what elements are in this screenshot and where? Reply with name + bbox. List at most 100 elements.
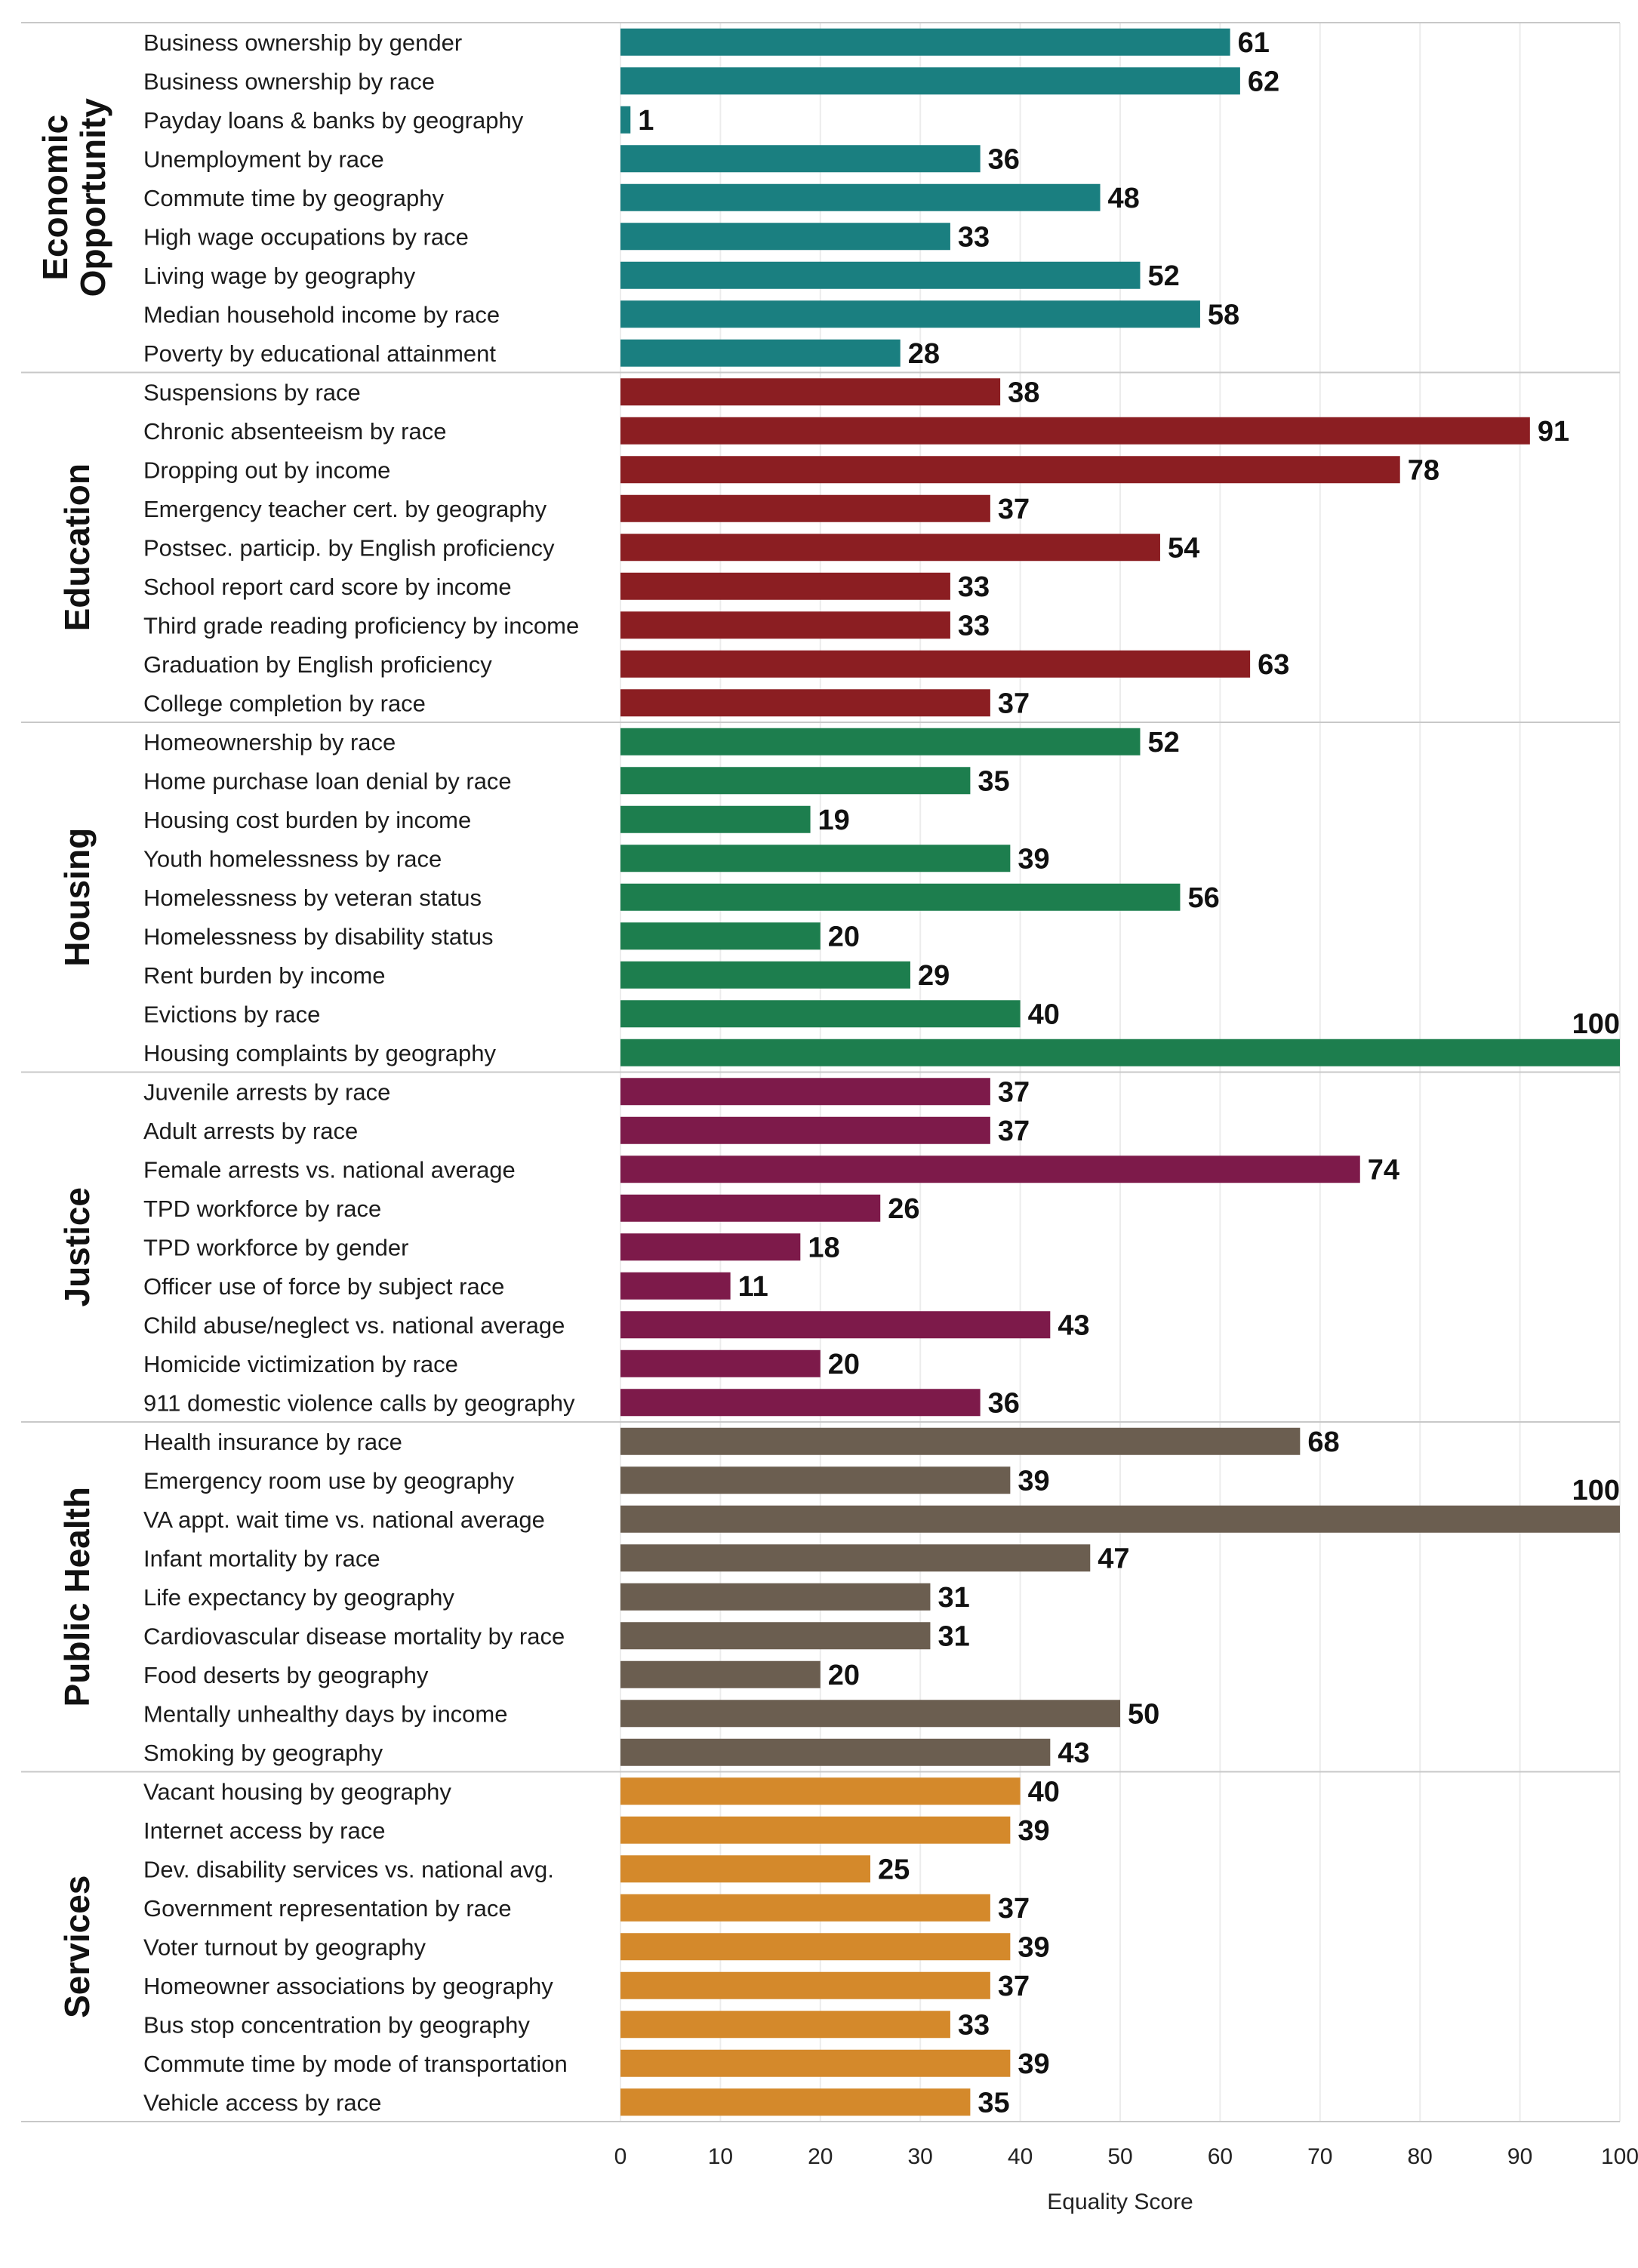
value-label-officer-use-of-force-by-subject-race: 11 (738, 1271, 768, 1303)
value-label-poverty-by-educational-attainment: 28 (908, 338, 940, 370)
value-label-living-wage-by-geography: 52 (1147, 260, 1179, 292)
bar-unemployment-by-race (620, 145, 981, 173)
value-label-dropping-out-by-income: 78 (1408, 454, 1439, 486)
bar-college-completion-by-race (620, 689, 990, 717)
group-title-education: Education (57, 463, 97, 631)
bar-chronic-absenteeism-by-race (620, 417, 1530, 445)
value-label-tpd-workforce-by-race: 26 (888, 1193, 919, 1225)
bar-label-housing-cost-burden-by-income: Housing cost burden by income (143, 807, 471, 833)
value-label-mentally-unhealthy-days-by-income: 50 (1128, 1698, 1159, 1730)
bar-label-unemployment-by-race: Unemployment by race (143, 146, 384, 172)
value-label-homeownership-by-race: 52 (1147, 727, 1179, 759)
bar-label-housing-complaints-by-geography: Housing complaints by geography (143, 1040, 496, 1066)
bar-label-emergency-teacher-cert-by-geography: Emergency teacher cert. by geography (143, 496, 547, 522)
value-label-payday-loans-banks-by-geography: 1 (638, 105, 654, 137)
value-label-voter-turnout-by-geography: 39 (1018, 1931, 1049, 1963)
bar-emergency-teacher-cert-by-geography (620, 494, 990, 522)
bar-home-purchase-loan-denial-by-race (620, 767, 971, 795)
value-label-business-ownership-by-race: 62 (1248, 66, 1279, 97)
x-tick-label-20: 20 (808, 2144, 833, 2169)
value-label-home-purchase-loan-denial-by-race: 35 (978, 765, 1009, 797)
group-title-economic-opportunity-line1: Economic (35, 115, 75, 281)
bar-label-internet-access-by-race: Internet access by race (143, 1817, 386, 1844)
value-label-commute-time-by-geography: 48 (1108, 183, 1140, 214)
value-label-high-wage-occupations-by-race: 33 (958, 221, 990, 253)
bar-label-health-insurance-by-race: Health insurance by race (143, 1429, 402, 1455)
group-title-public-health: Public Health (57, 1487, 97, 1706)
bar-homeownership-by-race (620, 728, 1141, 755)
bar-tpd-workforce-by-gender (620, 1233, 801, 1261)
bar-label-government-representation-by-race: Government representation by race (143, 1895, 512, 1922)
bar-government-representation-by-race (620, 1894, 990, 1922)
value-label-tpd-workforce-by-gender: 18 (808, 1232, 839, 1263)
bar-label-third-grade-reading-proficiency-by-income: Third grade reading proficiency by incom… (143, 612, 579, 639)
x-tick-label-100: 100 (1601, 2144, 1638, 2169)
bar-label-homeowner-associations-by-geography: Homeowner associations by geography (143, 1973, 553, 1999)
value-label-emergency-room-use-by-geography: 39 (1018, 1465, 1049, 1497)
bar-graduation-by-english-proficiency (620, 650, 1251, 678)
bar-high-wage-occupations-by-race (620, 223, 950, 251)
bar-label-homeownership-by-race: Homeownership by race (143, 729, 396, 755)
value-label-commute-time-by-mode-of-transportation: 39 (1018, 2048, 1049, 2080)
x-axis-title: Equality Score (1047, 2190, 1193, 2214)
bar-label-life-expectancy-by-geography: Life expectancy by geography (143, 1584, 454, 1611)
bar-label-living-wage-by-geography: Living wage by geography (143, 263, 416, 289)
x-tick-label-60: 60 (1208, 2144, 1233, 2169)
value-label-food-deserts-by-geography: 20 (828, 1660, 860, 1691)
bar-label-rent-burden-by-income: Rent burden by income (143, 962, 386, 989)
value-label-school-report-card-score-by-income: 33 (958, 571, 990, 603)
bar-label-evictions-by-race: Evictions by race (143, 1001, 320, 1027)
bar-bus-stop-concentration-by-geography (620, 2011, 950, 2039)
bar-label-homelessness-by-disability-status: Homelessness by disability status (143, 923, 493, 949)
bar-business-ownership-by-gender (620, 28, 1230, 56)
value-label-homelessness-by-veteran-status: 56 (1187, 882, 1219, 914)
bar-label-college-completion-by-race: College completion by race (143, 690, 426, 716)
value-label-government-representation-by-race: 37 (998, 1893, 1030, 1925)
bar-label-vacant-housing-by-geography: Vacant housing by geography (143, 1778, 451, 1805)
bar-label-cardiovascular-disease-mortality-by-race: Cardiovascular disease mortality by race (143, 1623, 565, 1649)
bar-third-grade-reading-proficiency-by-income (620, 611, 950, 639)
labels-layer: Business ownership by gender 61 Business o… (35, 27, 1620, 2119)
bar-label-bus-stop-concentration-by-geography: Bus stop concentration by geography (143, 2011, 530, 2038)
value-label-housing-complaints-by-geography: 100 (1572, 1008, 1620, 1040)
value-label-child-abuse-neglect-vs-national-average: 43 (1058, 1309, 1089, 1341)
bar-homelessness-by-veteran-status (620, 883, 1181, 911)
x-tick-label-90: 90 (1507, 2144, 1532, 2169)
bar-label-dropping-out-by-income: Dropping out by income (143, 457, 390, 483)
value-label-cardiovascular-disease-mortality-by-race: 31 (938, 1620, 969, 1652)
bar-payday-loans-banks-by-geography (620, 106, 631, 134)
value-label-postsec-particip-by-english-proficiency: 54 (1168, 532, 1199, 564)
x-tick-label-40: 40 (1008, 2144, 1033, 2169)
x-tick-label-10: 10 (708, 2144, 733, 2169)
x-axis: 0 10 20 30 40 50 60 70 80 90 100 Equality Score (614, 2144, 1638, 2214)
bar-label-poverty-by-educational-attainment: Poverty by educational attainment (143, 340, 496, 367)
bar-cardiovascular-disease-mortality-by-race (620, 1622, 931, 1650)
bar-label-commute-time-by-mode-of-transportation: Commute time by mode of transportation (143, 2051, 568, 2077)
value-label-third-grade-reading-proficiency-by-income: 33 (958, 610, 990, 642)
value-label-evictions-by-race: 40 (1028, 999, 1060, 1030)
x-tick-label-30: 30 (908, 2144, 933, 2169)
bar-homicide-victimization-by-race (620, 1349, 821, 1377)
bar-female-arrests-vs-national-average (620, 1156, 1360, 1183)
x-tick-label-0: 0 (614, 2144, 627, 2169)
value-label-chronic-absenteeism-by-race: 91 (1538, 416, 1569, 448)
bar-label-payday-loans-banks-by-geography: Payday loans & banks by geography (143, 107, 524, 134)
bar-homeowner-associations-by-geography (620, 1971, 990, 1999)
bar-business-ownership-by-race (620, 67, 1240, 95)
bar-va-appt-wait-time-vs-national-average (620, 1505, 1620, 1533)
bar-tpd-workforce-by-race (620, 1194, 881, 1222)
bar-housing-cost-burden-by-income (620, 805, 811, 833)
bar-median-household-income-by-race (620, 300, 1200, 328)
x-tick-label-50: 50 (1107, 2144, 1132, 2169)
bar-juvenile-arrests-by-race (620, 1078, 990, 1106)
bar-youth-homelessness-by-race (620, 845, 1011, 872)
value-label-vehicle-access-by-race: 35 (978, 2087, 1009, 2119)
bar-label-tpd-workforce-by-race: TPD workforce by race (143, 1196, 381, 1222)
value-label-unemployment-by-race: 36 (988, 143, 1020, 175)
bar-label-child-abuse-neglect-vs-national-average: Child abuse/neglect vs. national average (143, 1312, 565, 1338)
bar-school-report-card-score-by-income (620, 572, 950, 600)
value-label-va-appt-wait-time-vs-national-average: 100 (1572, 1475, 1620, 1506)
bar-label-homelessness-by-veteran-status: Homelessness by veteran status (143, 885, 482, 911)
x-tick-label-70: 70 (1307, 2144, 1332, 2169)
bar-commute-time-by-geography (620, 183, 1101, 211)
